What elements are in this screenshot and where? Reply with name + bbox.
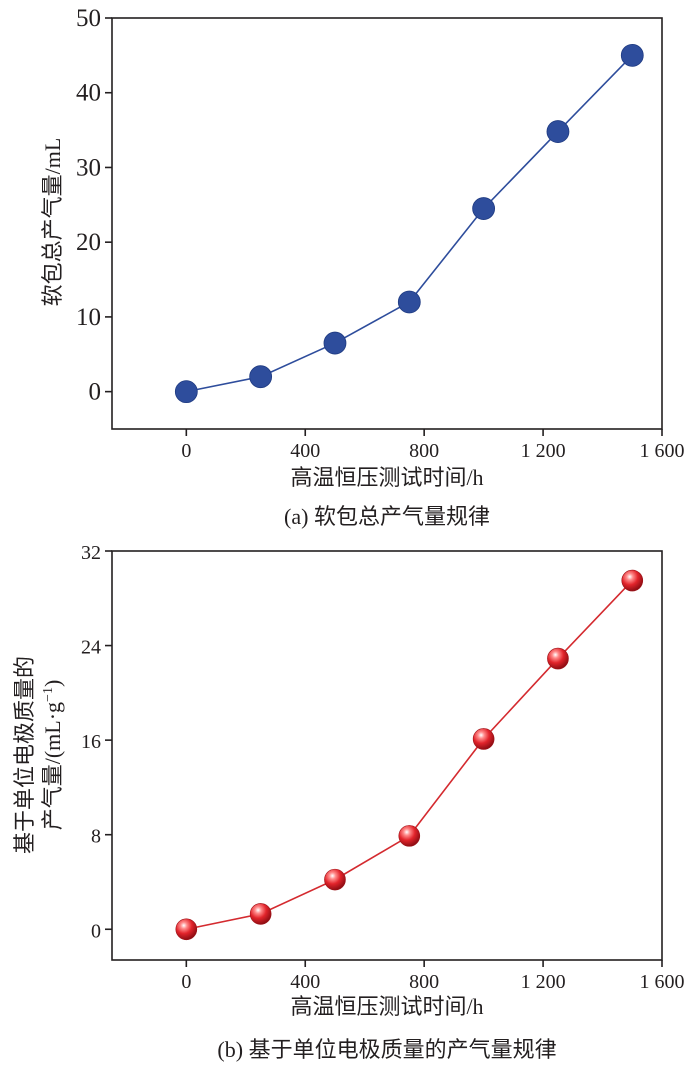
data-point [472, 197, 496, 220]
chart-a-xlabel: 高温恒压测试时间/h [290, 465, 483, 490]
chart-b-ylabel-line2: 产气量/(mL·g−1) [40, 680, 65, 831]
y-tick-label: 0 [91, 920, 101, 942]
y-tick-label: 0 [89, 379, 102, 406]
series-line [186, 580, 633, 931]
x-tick-label: 0 [181, 440, 191, 462]
chart-b-ylabel: 基于单位电极质量的 产气量/(mL·g−1) [12, 656, 65, 854]
x-tick-label: 1 600 [640, 971, 685, 993]
data-point [249, 365, 273, 389]
chart-b-ylabel-superscript: −1 [41, 687, 56, 702]
x-tick-label: 1 200 [521, 440, 566, 462]
y-tick-label: 24 [81, 637, 101, 659]
chart-b: 0 400 800 1 200 1 600 0 8 16 24 32 高温恒压测试时间/h 基于单… [12, 542, 685, 1062]
x-tick-label: 400 [290, 440, 320, 462]
data-point [620, 43, 644, 67]
series-line [186, 54, 633, 393]
data-point [324, 868, 346, 891]
y-tick-label: 16 [81, 731, 101, 753]
x-tick-label: 0 [181, 971, 191, 993]
chart-b-frame [111, 550, 663, 961]
y-tick-label: 50 [76, 5, 101, 32]
chart-a-marks [174, 43, 644, 404]
chart-b-ylabel-line1: 基于单位电极质量的 [12, 656, 37, 854]
chart-b-marks [175, 569, 644, 941]
x-tick-label: 1 600 [640, 440, 685, 462]
chart-b-axes: 0 400 800 1 200 1 600 0 8 16 24 32 [81, 542, 685, 993]
y-tick-label: 40 [76, 80, 101, 107]
y-tick-label: 10 [76, 304, 101, 331]
y-tick-label: 32 [81, 542, 101, 564]
x-tick-label: 800 [409, 971, 439, 993]
data-point [249, 903, 272, 925]
data-point [397, 290, 421, 314]
chart-a-axes: 0 400 800 1 200 1 600 0 10 20 30 40 50 [76, 5, 685, 462]
data-point [174, 380, 198, 404]
data-point [323, 331, 347, 355]
data-point [175, 918, 198, 941]
chart-b-caption: (b) 基于单位电极质量的产气量规律 [217, 1037, 556, 1062]
data-point [547, 647, 569, 670]
x-tick-label: 400 [290, 971, 320, 993]
chart-b-xlabel: 高温恒压测试时间/h [290, 994, 483, 1019]
data-point [472, 728, 495, 750]
data-point [546, 120, 570, 143]
x-tick-label: 1 200 [521, 971, 566, 993]
chart-a-ylabel: 软包总产气量/mL [40, 138, 65, 307]
y-tick-label: 8 [91, 826, 101, 848]
x-tick-label: 800 [409, 440, 439, 462]
data-point [398, 825, 421, 847]
chart-b-ylabel-close: ) [40, 680, 65, 687]
chart-b-ylabel-unit: 产气量/(mL·g [40, 702, 65, 830]
chart-a-caption: (a) 软包总产气量规律 [284, 504, 490, 529]
chart-a-frame [111, 17, 663, 430]
y-tick-label: 30 [76, 154, 101, 181]
data-point [621, 569, 644, 592]
y-tick-label: 20 [76, 229, 101, 256]
